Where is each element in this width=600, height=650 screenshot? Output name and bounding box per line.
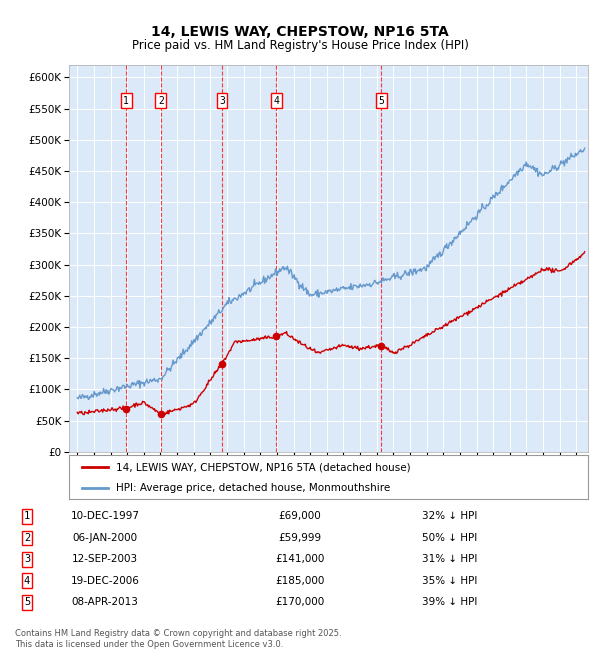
Text: 06-JAN-2000: 06-JAN-2000 [73,533,137,543]
Text: 31% ↓ HPI: 31% ↓ HPI [422,554,478,564]
Text: 35% ↓ HPI: 35% ↓ HPI [422,576,478,586]
Text: 5: 5 [378,96,384,105]
Text: 10-DEC-1997: 10-DEC-1997 [71,512,139,521]
Text: 32% ↓ HPI: 32% ↓ HPI [422,512,478,521]
Text: 19-DEC-2006: 19-DEC-2006 [71,576,139,586]
Text: £141,000: £141,000 [275,554,325,564]
Text: 5: 5 [24,597,30,607]
Text: 12-SEP-2003: 12-SEP-2003 [72,554,138,564]
Text: 4: 4 [24,576,30,586]
Text: 14, LEWIS WAY, CHEPSTOW, NP16 5TA: 14, LEWIS WAY, CHEPSTOW, NP16 5TA [151,25,449,39]
Text: £59,999: £59,999 [278,533,322,543]
Text: 3: 3 [24,554,30,564]
Text: £170,000: £170,000 [275,597,325,607]
Text: 2: 2 [24,533,30,543]
Text: HPI: Average price, detached house, Monmouthshire: HPI: Average price, detached house, Monm… [116,483,390,493]
Text: 1: 1 [24,512,30,521]
Text: Price paid vs. HM Land Registry's House Price Index (HPI): Price paid vs. HM Land Registry's House … [131,39,469,52]
Text: 2: 2 [158,96,164,105]
Text: 08-APR-2013: 08-APR-2013 [71,597,139,607]
Text: 3: 3 [219,96,225,105]
Text: £69,000: £69,000 [278,512,322,521]
Text: 50% ↓ HPI: 50% ↓ HPI [422,533,478,543]
Text: Contains HM Land Registry data © Crown copyright and database right 2025.
This d: Contains HM Land Registry data © Crown c… [15,629,341,649]
Text: 1: 1 [123,96,129,105]
Text: 4: 4 [274,96,279,105]
Text: 39% ↓ HPI: 39% ↓ HPI [422,597,478,607]
Text: £185,000: £185,000 [275,576,325,586]
Text: 14, LEWIS WAY, CHEPSTOW, NP16 5TA (detached house): 14, LEWIS WAY, CHEPSTOW, NP16 5TA (detac… [116,462,410,473]
